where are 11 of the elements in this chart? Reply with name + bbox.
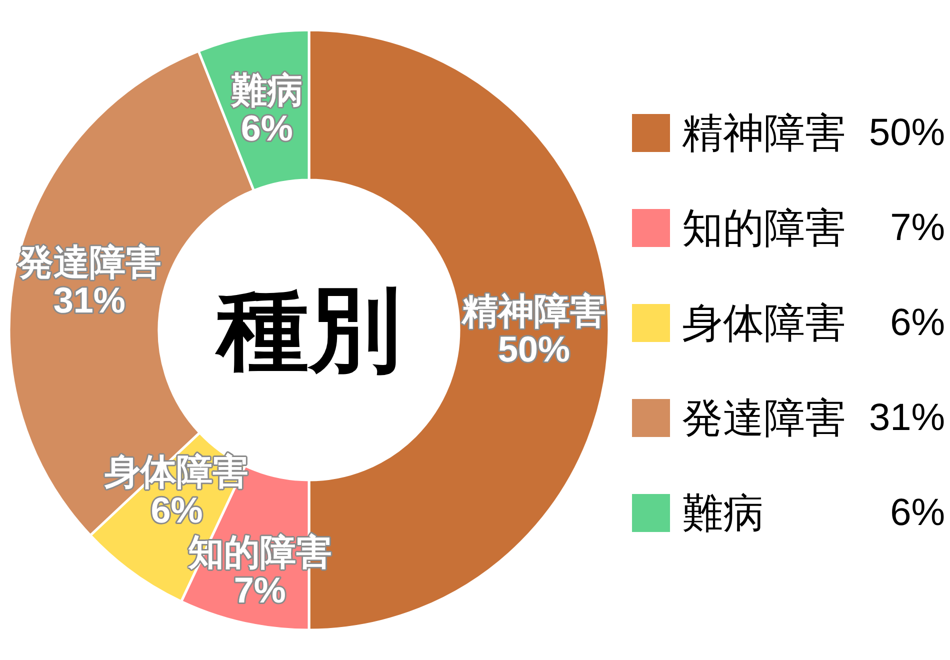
- legend-label: 精神障害: [682, 110, 846, 156]
- text: 50%: [868, 112, 945, 154]
- legend-label: 発達障害: [682, 395, 846, 441]
- legend-label: 身体障害: [682, 300, 846, 346]
- text: 31%: [868, 397, 945, 439]
- legend-label: 知的障害: [682, 205, 846, 251]
- text: 6%: [890, 302, 945, 344]
- legend-label: 難病: [682, 490, 764, 536]
- title: 種別: [217, 279, 401, 381]
- text: 6%: [890, 492, 945, 534]
- text: 7%: [890, 207, 945, 249]
